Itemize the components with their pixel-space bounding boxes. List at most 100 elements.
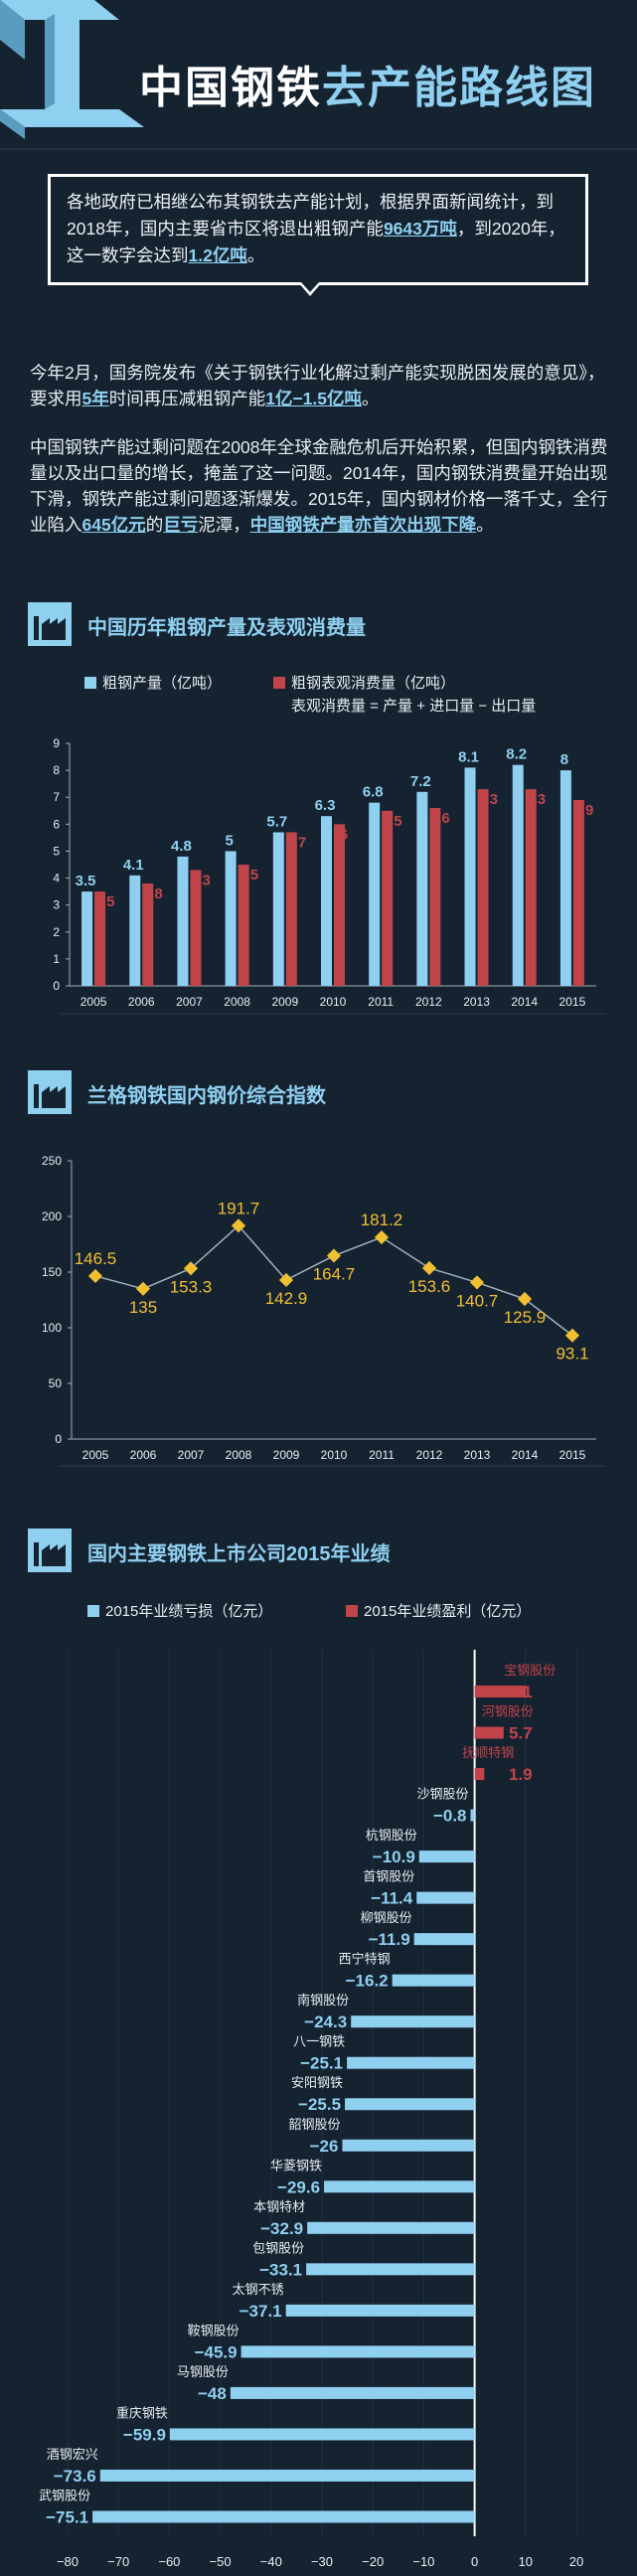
bar-loss: [285, 2304, 475, 2317]
company-label: 八一钢铁: [293, 2034, 345, 2049]
legend-production: 粗钢产量（亿吨）: [84, 672, 222, 693]
legend-note: 表观消费量 = 产量 + 进口量 − 出口量: [291, 698, 537, 715]
y-tick-label: 8: [53, 763, 60, 777]
x-tick-label: 2007: [176, 995, 203, 1009]
x-tick-label: 2008: [226, 1448, 252, 1462]
x-tick-label: 2011: [369, 1448, 395, 1462]
bar-consumption: [190, 870, 202, 986]
value-label: 10.1: [500, 1683, 533, 1701]
data-label-production: 8.1: [458, 748, 479, 765]
x-tick-label: −80: [57, 2554, 79, 2569]
y-tick-label: 2: [53, 925, 60, 939]
bar-loss: [306, 2263, 475, 2276]
value-label: −48: [198, 2384, 227, 2403]
x-tick-label: 20: [569, 2554, 583, 2569]
value-label: −24.3: [304, 2012, 347, 2031]
value-label: 1.9: [509, 1765, 533, 1784]
data-label-consumption: 6: [340, 826, 348, 843]
bar-consumption: [525, 789, 537, 986]
value-label: −59.9: [123, 2425, 166, 2444]
value-label: −11.4: [371, 1889, 413, 1908]
bar-loss: [392, 1974, 475, 1987]
bar-loss: [342, 2139, 475, 2152]
bar-consumption: [94, 891, 106, 986]
data-label-consumption: 4.3: [190, 872, 211, 888]
bar-consumption: [285, 832, 297, 986]
bar-profit: [474, 1686, 527, 1697]
company-label: 太钢不锈: [233, 2282, 284, 2297]
bar-chart-production: 0 1 2 3 4 5 6 7 8 9 3.5 3.5 2005 4.1 3.8 2006 4.8 4.3 2007…: [53, 736, 606, 1015]
x-tick-label: 2006: [130, 1448, 157, 1462]
data-label: 142.9: [265, 1289, 308, 1308]
x-tick-label: 2014: [511, 995, 538, 1009]
bar-consumption: [142, 883, 154, 986]
company-label: 抚顺特钢: [462, 1745, 514, 1760]
x-tick-label: 2007: [178, 1448, 205, 1462]
line-chart-price-index: 0 50 100 150 200 250 146.5 2005 135 2006 153.3 2007…: [42, 1154, 606, 1467]
data-label-production: 5.7: [266, 813, 287, 830]
x-tick-label: 2012: [415, 995, 442, 1009]
value-label: −26: [310, 2137, 339, 2156]
y-tick-label: 100: [42, 1321, 62, 1335]
data-label-production: 4.1: [123, 857, 144, 874]
data-point: [421, 1260, 437, 1276]
x-tick-label: −40: [260, 2554, 282, 2569]
data-label: 135: [129, 1298, 157, 1317]
y-tick-label: 0: [55, 1432, 62, 1446]
data-label-consumption: 6.6: [429, 810, 450, 827]
bar-loss: [92, 2510, 475, 2523]
value-label: −45.9: [195, 2342, 238, 2361]
bar-production: [559, 770, 571, 986]
y-tick-label: 4: [53, 872, 60, 886]
value-label: −10.9: [373, 1848, 415, 1866]
bar-loss: [307, 2221, 475, 2234]
bar-production: [272, 832, 284, 986]
legend-swatch-blue: [87, 1605, 99, 1617]
data-label-production: 6.3: [315, 797, 336, 814]
bar-consumption: [477, 789, 489, 986]
y-tick-label: 0: [53, 979, 60, 993]
company-label: 杭钢股份: [366, 1828, 417, 1843]
factory-icon: [28, 602, 72, 646]
factory-icon: [28, 1070, 72, 1114]
x-tick-label: 2005: [82, 1448, 109, 1462]
value-label: −25.5: [298, 2095, 341, 2114]
y-tick-label: 50: [49, 1376, 63, 1390]
x-tick-label: 2008: [224, 995, 250, 1009]
data-point: [469, 1275, 485, 1290]
bar-loss: [99, 2469, 475, 2482]
company-label: 河钢股份: [482, 1704, 534, 1719]
x-tick-label: 2009: [273, 1448, 300, 1462]
y-tick-label: 5: [53, 844, 60, 858]
bar-loss: [351, 2015, 475, 2028]
legend-loss: 2015年业绩亏损（亿元）: [87, 1600, 272, 1621]
bar-loss: [345, 2098, 475, 2111]
header-banner: 中国钢铁去产能路线图: [0, 0, 637, 159]
y-tick-label: 7: [53, 790, 60, 804]
data-point: [374, 1229, 390, 1245]
value-label: −29.6: [277, 2177, 320, 2196]
x-tick-label: 10: [519, 2554, 533, 2569]
value-label: −73.6: [54, 2467, 96, 2486]
x-tick-label: 2015: [559, 995, 586, 1009]
company-label: 首钢股份: [363, 1869, 414, 1884]
x-tick-label: −20: [362, 2554, 384, 2569]
x-tick-label: 2005: [80, 995, 107, 1009]
intro-callout: 各地政府已相继公布其钢铁去产能计划，根据界面新闻统计，到2018年，国内主要省市…: [48, 174, 588, 285]
bar-loss: [416, 1891, 475, 1904]
paragraph-background: 中国钢铁产能过剩问题在2008年全球金融危机后开始积累，但国内钢铁消费量以及出口…: [30, 437, 608, 535]
value-label: −37.1: [239, 2302, 282, 2321]
data-label-consumption: 7.3: [477, 791, 498, 808]
x-tick-label: 2011: [368, 995, 394, 1009]
bar-consumption: [429, 808, 441, 986]
y-tick-label: 150: [42, 1265, 62, 1279]
bar-loss: [324, 2180, 475, 2193]
legend-swatch-red: [273, 677, 285, 689]
value-label: 5.7: [509, 1724, 533, 1743]
company-label: 安阳钢铁: [291, 2075, 343, 2090]
factory-icon: [28, 1529, 72, 1572]
data-label: 181.2: [361, 1210, 403, 1229]
bar-loss: [230, 2386, 475, 2399]
bar-production: [81, 891, 93, 986]
company-label: 重庆钢铁: [116, 2405, 168, 2420]
